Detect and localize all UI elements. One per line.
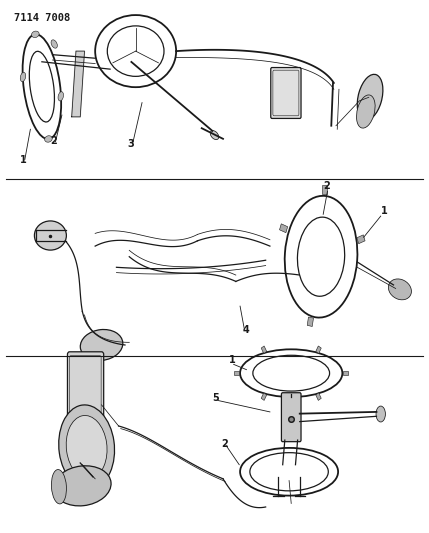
Bar bbox=[322, 185, 327, 194]
Ellipse shape bbox=[59, 405, 115, 489]
Ellipse shape bbox=[31, 31, 39, 37]
FancyBboxPatch shape bbox=[67, 352, 104, 418]
Text: 1: 1 bbox=[381, 206, 387, 216]
Bar bbox=[261, 393, 267, 400]
FancyBboxPatch shape bbox=[281, 393, 301, 442]
Bar bbox=[343, 371, 348, 375]
Ellipse shape bbox=[45, 136, 52, 142]
Text: 3: 3 bbox=[127, 139, 134, 149]
Bar bbox=[316, 393, 321, 400]
Ellipse shape bbox=[20, 72, 26, 82]
Ellipse shape bbox=[51, 470, 66, 504]
Bar bbox=[280, 224, 288, 233]
Bar bbox=[316, 346, 321, 353]
Polygon shape bbox=[72, 51, 85, 117]
Text: 2: 2 bbox=[221, 439, 228, 449]
Ellipse shape bbox=[376, 406, 385, 422]
Ellipse shape bbox=[210, 131, 219, 140]
Ellipse shape bbox=[388, 279, 411, 300]
Ellipse shape bbox=[34, 221, 66, 250]
Bar bbox=[307, 317, 314, 327]
Text: 1: 1 bbox=[20, 155, 27, 165]
Text: 7114 7008: 7114 7008 bbox=[14, 13, 70, 23]
Ellipse shape bbox=[356, 95, 375, 128]
FancyBboxPatch shape bbox=[271, 68, 301, 118]
Text: 2: 2 bbox=[50, 136, 57, 147]
Text: 4: 4 bbox=[242, 325, 249, 335]
Ellipse shape bbox=[357, 74, 383, 120]
Bar bbox=[234, 371, 239, 375]
Ellipse shape bbox=[66, 416, 107, 479]
Bar bbox=[261, 346, 267, 353]
Ellipse shape bbox=[54, 466, 111, 506]
Ellipse shape bbox=[58, 92, 63, 101]
Bar bbox=[357, 235, 365, 244]
Ellipse shape bbox=[80, 329, 123, 360]
Text: 1: 1 bbox=[230, 354, 236, 365]
Text: 5: 5 bbox=[212, 393, 219, 403]
Ellipse shape bbox=[51, 40, 57, 48]
Text: 2: 2 bbox=[323, 181, 330, 191]
